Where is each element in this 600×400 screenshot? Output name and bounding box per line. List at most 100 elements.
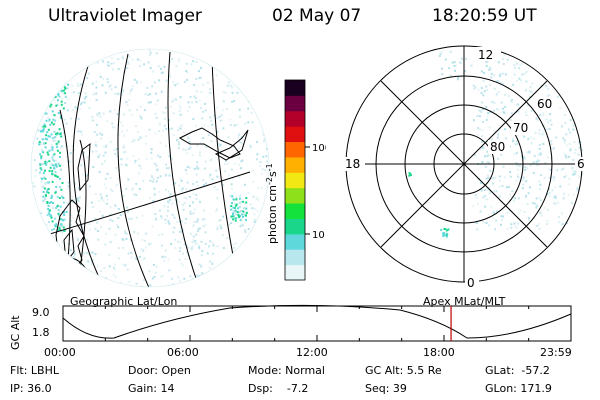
timeline-xtick-label: 18:00 <box>423 346 455 359</box>
emission-pixel <box>88 107 91 110</box>
emission-pixel <box>199 76 202 79</box>
emission-pixel <box>497 91 500 94</box>
emission-pixel <box>244 122 247 125</box>
mlt-label-6: 6 <box>577 157 585 171</box>
emission-pixel <box>512 140 514 143</box>
emission-pixel <box>547 87 550 90</box>
emission-pixel <box>505 186 508 189</box>
emission-pixel <box>481 161 484 164</box>
emission-pixel <box>39 163 42 166</box>
emission-pixel <box>137 232 140 235</box>
emission-pixel <box>205 182 208 185</box>
emission-pixel <box>532 172 535 174</box>
emission-pixel <box>146 86 149 89</box>
emission-pixel <box>121 130 123 133</box>
intensity-colorbar: 100 10 photon cm-2s-1 <box>265 79 326 281</box>
emission-pixel <box>54 224 57 227</box>
emission-pixel <box>215 208 218 211</box>
emission-pixel <box>465 57 468 60</box>
emission-pixel <box>172 134 175 136</box>
emission-pixel <box>178 126 181 129</box>
emission-pixel <box>557 201 560 204</box>
emission-pixel <box>119 214 122 216</box>
emission-pixel <box>568 178 571 181</box>
emission-pixel <box>58 227 61 230</box>
emission-pixel <box>71 201 74 204</box>
emission-pixel <box>531 91 533 94</box>
emission-pixel <box>493 74 496 77</box>
emission-pixel <box>61 231 64 234</box>
emission-pixel <box>52 118 55 121</box>
emission-pixel <box>58 164 61 167</box>
emission-pixel <box>44 197 47 200</box>
emission-pixel <box>114 268 117 271</box>
emission-pixel <box>124 163 127 166</box>
altitude-curve <box>62 304 572 339</box>
emission-pixel <box>91 206 94 209</box>
emission-pixel <box>123 113 126 116</box>
emission-pixel <box>56 204 59 207</box>
emission-pixel <box>160 67 162 70</box>
emission-pixel <box>193 95 196 98</box>
emission-pixel <box>244 203 247 206</box>
emission-pixel <box>56 175 59 178</box>
emission-pixel <box>175 98 177 101</box>
emission-pixel <box>240 201 243 204</box>
emission-pixel <box>558 216 561 218</box>
emission-pixel <box>113 109 116 112</box>
emission-pixel <box>496 157 499 160</box>
emission-pixel <box>121 238 124 241</box>
emission-pixel <box>55 207 58 210</box>
emission-pixel <box>109 241 112 244</box>
emission-pixel <box>149 66 152 69</box>
emission-pixel <box>238 108 241 111</box>
emission-pixel <box>234 209 237 212</box>
emission-pixel <box>116 123 119 126</box>
emission-pixel <box>99 115 102 118</box>
emission-pixel <box>203 184 205 187</box>
emission-pixel <box>186 181 189 184</box>
emission-pixel <box>56 133 59 136</box>
emission-pixel <box>48 213 51 216</box>
emission-pixel <box>227 136 230 139</box>
emission-pixel <box>484 194 487 197</box>
emission-pixel <box>237 207 240 210</box>
emission-pixel <box>514 222 517 225</box>
emission-pixel <box>49 105 52 108</box>
emission-pixel <box>154 112 157 115</box>
emission-pixel <box>50 201 53 204</box>
emission-pixel <box>195 193 198 196</box>
emission-pixel <box>488 126 491 129</box>
emission-pixel <box>90 263 93 266</box>
emission-pixel <box>502 107 504 110</box>
emission-pixel <box>114 93 117 95</box>
emission-pixel <box>69 117 72 120</box>
emission-pixel <box>515 152 518 155</box>
emission-pixel <box>44 146 47 149</box>
emission-pixel <box>166 215 168 217</box>
emission-pixel <box>226 237 229 239</box>
emission-pixel <box>124 264 127 267</box>
emission-pixel <box>143 109 146 112</box>
emission-pixel <box>565 133 568 136</box>
emission-pixel <box>86 238 89 241</box>
emission-pixel <box>198 245 201 248</box>
emission-pixel <box>83 101 86 104</box>
emission-pixel <box>152 180 155 183</box>
emission-pixel <box>550 143 553 145</box>
emission-pixel <box>174 182 177 185</box>
emission-pixel <box>532 202 535 205</box>
emission-pixel <box>134 159 137 162</box>
emission-pixel <box>540 199 543 202</box>
emission-pixel <box>178 109 181 112</box>
emission-pixel <box>79 108 82 111</box>
emission-pixel <box>485 65 488 68</box>
emission-pixel <box>71 196 74 199</box>
emission-pixel <box>478 115 481 118</box>
emission-pixel <box>264 169 267 172</box>
emission-pixel <box>153 81 156 84</box>
emission-pixel <box>238 201 241 204</box>
emission-pixel <box>101 133 103 136</box>
emission-pixel <box>46 223 48 226</box>
emission-pixel <box>229 84 232 87</box>
